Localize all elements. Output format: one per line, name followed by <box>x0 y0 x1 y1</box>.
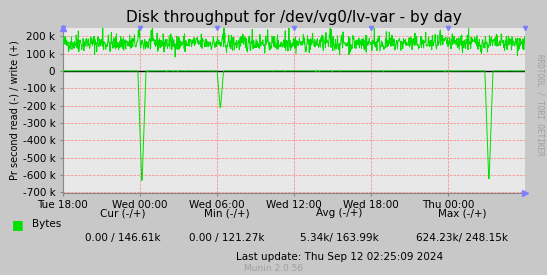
Text: Avg (-/+): Avg (-/+) <box>316 208 362 218</box>
Text: Cur (-/+): Cur (-/+) <box>100 208 146 218</box>
Text: Bytes: Bytes <box>32 219 61 229</box>
Text: 0.00 / 146.61k: 0.00 / 146.61k <box>85 233 161 243</box>
Text: Last update: Thu Sep 12 02:25:09 2024: Last update: Thu Sep 12 02:25:09 2024 <box>236 252 443 262</box>
Text: 5.34k/ 163.99k: 5.34k/ 163.99k <box>300 233 379 243</box>
Text: Munin 2.0.56: Munin 2.0.56 <box>244 264 303 273</box>
Text: RRDTOOL / TOBI OETIKER: RRDTOOL / TOBI OETIKER <box>536 54 544 155</box>
Text: Min (-/+): Min (-/+) <box>204 208 250 218</box>
Title: Disk throughput for /dev/vg0/lv-var - by day: Disk throughput for /dev/vg0/lv-var - by… <box>126 10 462 25</box>
Y-axis label: Pr second read (-) / write (+): Pr second read (-) / write (+) <box>10 40 20 180</box>
Text: Max (-/+): Max (-/+) <box>438 208 486 218</box>
Text: 624.23k/ 248.15k: 624.23k/ 248.15k <box>416 233 508 243</box>
Text: ■: ■ <box>12 218 24 231</box>
Text: 0.00 / 121.27k: 0.00 / 121.27k <box>189 233 265 243</box>
